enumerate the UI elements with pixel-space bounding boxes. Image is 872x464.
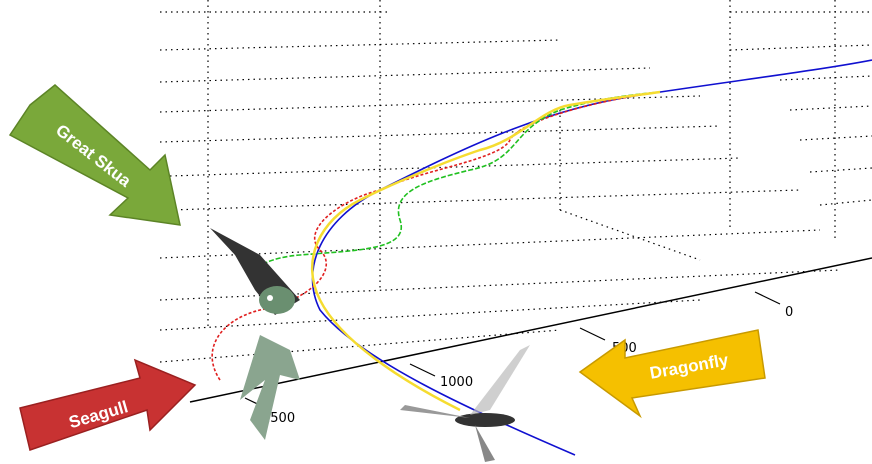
scene: 050010001500 Great Skua Seagull Dragonfl… xyxy=(0,0,872,464)
tick-label: 0 xyxy=(785,305,793,320)
tick-label: 1000 xyxy=(440,375,473,390)
